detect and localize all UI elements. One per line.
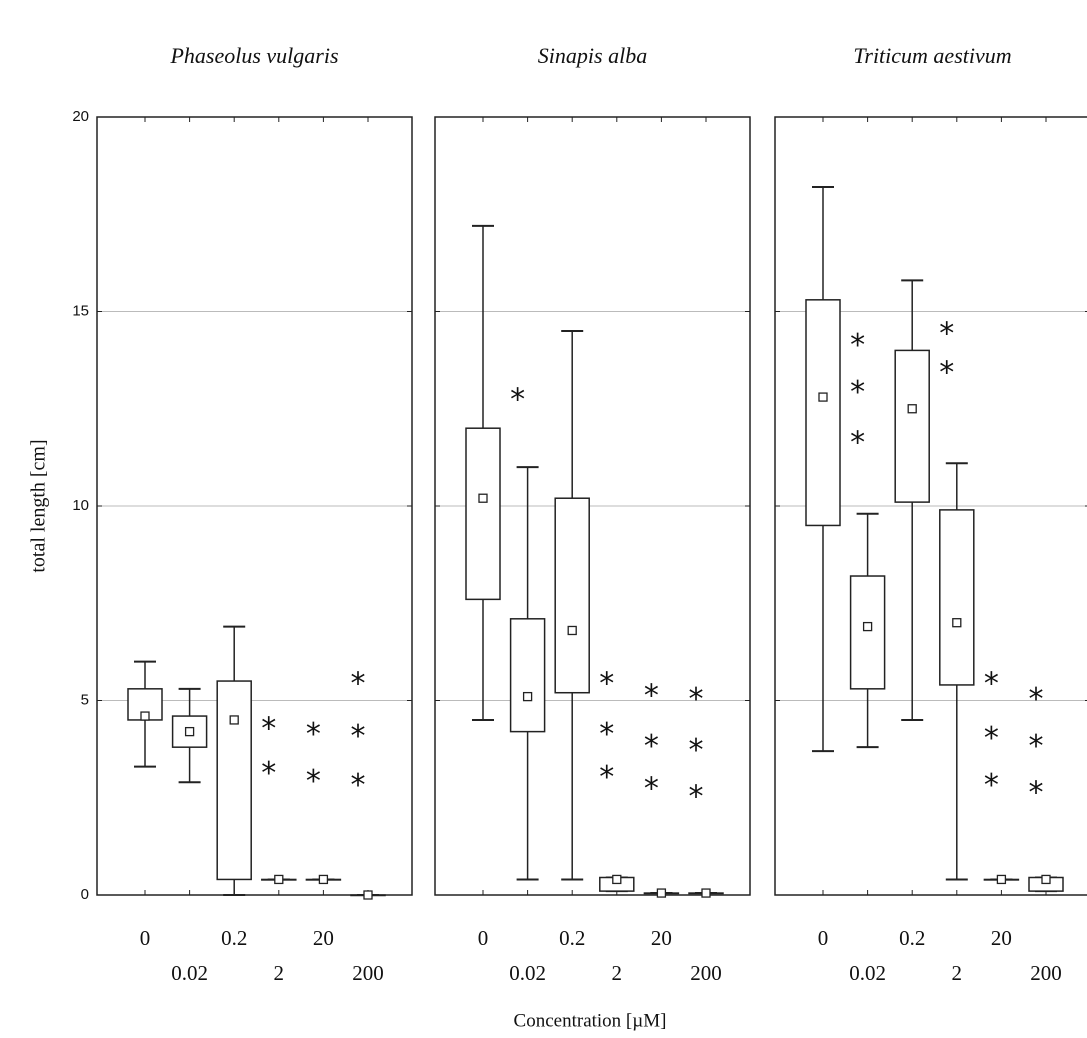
significance-mark: * bbox=[850, 328, 865, 363]
median-marker bbox=[818, 392, 828, 402]
x-tick-label: 200 bbox=[1030, 961, 1062, 985]
median-marker bbox=[478, 493, 488, 503]
significance-mark: * bbox=[261, 711, 276, 746]
significance-mark: * bbox=[689, 733, 704, 768]
y-axis-label: total length [cm] bbox=[28, 439, 50, 572]
x-tick-label: 2 bbox=[274, 961, 285, 985]
box bbox=[216, 680, 252, 881]
x-tick-label: 20 bbox=[991, 926, 1012, 950]
significance-mark: * bbox=[599, 667, 614, 702]
median-marker bbox=[274, 874, 284, 885]
significance-mark: * bbox=[599, 760, 614, 795]
panel-title: Triticum aestivum bbox=[853, 43, 1011, 68]
significance-mark: * bbox=[850, 425, 865, 460]
panel-frame bbox=[434, 116, 751, 896]
significance-mark: * bbox=[939, 355, 954, 390]
median-marker bbox=[996, 874, 1007, 885]
significance-mark: * bbox=[306, 764, 321, 799]
box bbox=[465, 427, 501, 601]
box bbox=[849, 575, 886, 690]
significance-mark: * bbox=[1029, 776, 1044, 811]
median-marker bbox=[612, 874, 622, 885]
median-marker bbox=[701, 888, 711, 898]
x-tick-label: 20 bbox=[313, 926, 334, 950]
y-tick-label: 0 bbox=[81, 886, 89, 903]
significance-mark: * bbox=[351, 768, 366, 803]
box bbox=[805, 299, 841, 527]
panel-frame bbox=[96, 116, 413, 896]
x-axis-label: Concentration [µM] bbox=[514, 1010, 667, 1031]
significance-mark: * bbox=[984, 667, 999, 702]
significance-mark: * bbox=[644, 678, 659, 713]
y-tick-label: 15 bbox=[72, 302, 89, 319]
panel-title: Sinapis alba bbox=[538, 43, 647, 68]
x-tick-label: 200 bbox=[352, 961, 384, 985]
x-tick-label: 0.02 bbox=[509, 961, 546, 985]
significance-mark: * bbox=[984, 721, 999, 756]
median-marker bbox=[656, 888, 667, 898]
median-marker bbox=[567, 625, 577, 636]
significance-mark: * bbox=[1029, 682, 1044, 717]
significance-mark: * bbox=[644, 729, 659, 764]
x-tick-label: 0.02 bbox=[171, 961, 208, 985]
x-tick-label: 20 bbox=[651, 926, 672, 950]
median-marker bbox=[862, 621, 873, 632]
median-marker bbox=[907, 404, 917, 414]
y-tick-label: 10 bbox=[72, 497, 89, 514]
box bbox=[554, 497, 590, 694]
median-marker bbox=[522, 691, 533, 702]
significance-mark: * bbox=[689, 682, 704, 717]
x-tick-label: 2 bbox=[952, 961, 963, 985]
panel-frame bbox=[774, 116, 1087, 896]
x-tick-label: 0 bbox=[478, 926, 489, 950]
y-tick-label: 5 bbox=[81, 691, 89, 708]
x-tick-label: 0.02 bbox=[849, 961, 886, 985]
box bbox=[171, 715, 208, 748]
box bbox=[509, 618, 546, 733]
significance-mark: * bbox=[850, 375, 865, 410]
panel-title: Phaseolus vulgaris bbox=[169, 43, 338, 68]
significance-mark: * bbox=[351, 719, 366, 754]
median-marker bbox=[229, 715, 239, 725]
significance-mark: * bbox=[351, 667, 366, 702]
significance-mark: * bbox=[1029, 729, 1044, 764]
significance-mark: * bbox=[306, 717, 321, 752]
x-tick-label: 0 bbox=[140, 926, 151, 950]
x-tick-label: 0.2 bbox=[559, 926, 585, 950]
median-marker bbox=[184, 726, 195, 737]
significance-mark: * bbox=[261, 756, 276, 791]
x-tick-label: 0.2 bbox=[899, 926, 925, 950]
significance-mark: * bbox=[984, 768, 999, 803]
median-marker bbox=[363, 890, 373, 900]
x-tick-label: 200 bbox=[690, 961, 722, 985]
median-marker bbox=[140, 711, 150, 721]
significance-mark: * bbox=[644, 772, 659, 807]
box bbox=[939, 509, 975, 686]
significance-mark: * bbox=[599, 717, 614, 752]
x-tick-label: 2 bbox=[612, 961, 623, 985]
significance-mark: * bbox=[510, 383, 525, 418]
y-tick-label: 20 bbox=[72, 108, 89, 125]
median-marker bbox=[952, 618, 962, 628]
significance-mark: * bbox=[689, 779, 704, 814]
x-tick-label: 0.2 bbox=[221, 926, 247, 950]
median-marker bbox=[318, 874, 329, 885]
x-tick-label: 0 bbox=[818, 926, 829, 950]
median-marker bbox=[1041, 874, 1051, 885]
significance-mark: * bbox=[939, 317, 954, 352]
box bbox=[894, 349, 930, 503]
